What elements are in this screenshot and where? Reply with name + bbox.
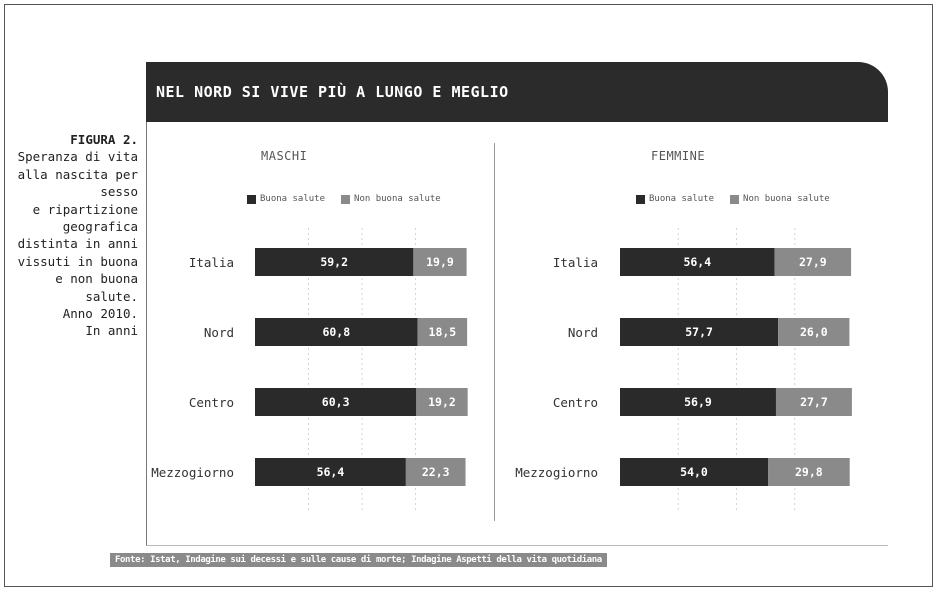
- chart-title: NEL NORD SI VIVE PIÙ A LUNGO E MEGLIO: [156, 83, 509, 101]
- bar-good-health: [620, 318, 779, 346]
- data-label: 60,3: [322, 395, 350, 409]
- legend-label-good: Buona salute: [649, 194, 715, 204]
- category-label: Nord: [568, 325, 598, 340]
- data-label: 56,9: [684, 395, 712, 409]
- data-label: 60,8: [322, 325, 350, 339]
- bar-good-health: [255, 318, 418, 346]
- femmine-legend: Buona salute Non buona salute: [636, 194, 830, 204]
- data-label: 19,9: [426, 255, 454, 269]
- bar-poor-health: [417, 318, 468, 346]
- category-label: Mezzogiorno: [515, 465, 598, 480]
- legend-label-bad: Non buona salute: [743, 194, 830, 204]
- legend-item-bad: Non buona salute: [730, 194, 830, 204]
- data-label: 27,7: [800, 395, 828, 409]
- category-label: Centro: [189, 395, 234, 410]
- category-label: Nord: [204, 325, 234, 340]
- source-note: Fonte: Istat, Indagine sui decessi e sul…: [110, 553, 607, 567]
- bar-poor-health: [768, 458, 850, 486]
- bar-good-health: [620, 388, 776, 416]
- legend-item-good: Buona salute: [636, 194, 714, 204]
- bar-good-health: [255, 458, 406, 486]
- bar-poor-health: [405, 458, 466, 486]
- legend-label-bad: Non buona salute: [354, 194, 441, 204]
- bar-good-health: [620, 248, 775, 276]
- legend-item-bad: Non buona salute: [341, 194, 441, 204]
- data-label: 29,8: [795, 465, 823, 479]
- data-label: 56,4: [317, 465, 345, 479]
- bar-good-health: [620, 458, 769, 486]
- data-label: 27,9: [799, 255, 827, 269]
- figure-caption: FIGURA 2. Speranza di vita alla nascita …: [0, 131, 138, 340]
- data-label: 26,0: [800, 325, 828, 339]
- bar-poor-health: [774, 248, 852, 276]
- figure-label: FIGURA 2.: [70, 132, 138, 147]
- data-label: 57,7: [685, 325, 713, 339]
- category-label: Italia: [553, 255, 598, 270]
- data-label: 22,3: [422, 465, 450, 479]
- bar-poor-health: [416, 388, 468, 416]
- legend-swatch-good: [636, 194, 645, 204]
- panel-divider: [494, 143, 495, 521]
- maschi-title: MASCHI: [261, 149, 308, 163]
- category-label: Italia: [189, 255, 234, 270]
- legend-swatch-bad: [730, 194, 740, 204]
- category-label: Mezzogiorno: [151, 465, 234, 480]
- legend-swatch-good: [247, 194, 256, 204]
- chart-title-bar: NEL NORD SI VIVE PIÙ A LUNGO E MEGLIO: [146, 62, 888, 122]
- bar-good-health: [255, 248, 414, 276]
- maschi-legend: Buona salute Non buona salute: [247, 194, 441, 204]
- femmine-title: FEMMINE: [651, 149, 706, 163]
- bar-poor-health: [413, 248, 467, 276]
- legend-item-good: Buona salute: [247, 194, 325, 204]
- data-label: 56,4: [683, 255, 711, 269]
- caption-text: Speranza di vita alla nascita per sesso …: [17, 149, 138, 339]
- bar-good-health: [255, 388, 417, 416]
- data-label: 54,0: [680, 465, 708, 479]
- legend-swatch-bad: [341, 194, 351, 204]
- bar-poor-health: [778, 318, 850, 346]
- figure-frame: [4, 4, 933, 587]
- data-label: 19,2: [428, 395, 456, 409]
- data-label: 18,5: [429, 325, 457, 339]
- legend-label-good: Buona salute: [260, 194, 326, 204]
- bar-poor-health: [775, 388, 852, 416]
- data-label: 59,2: [320, 255, 348, 269]
- chart-panel: [146, 62, 888, 546]
- category-label: Centro: [553, 395, 598, 410]
